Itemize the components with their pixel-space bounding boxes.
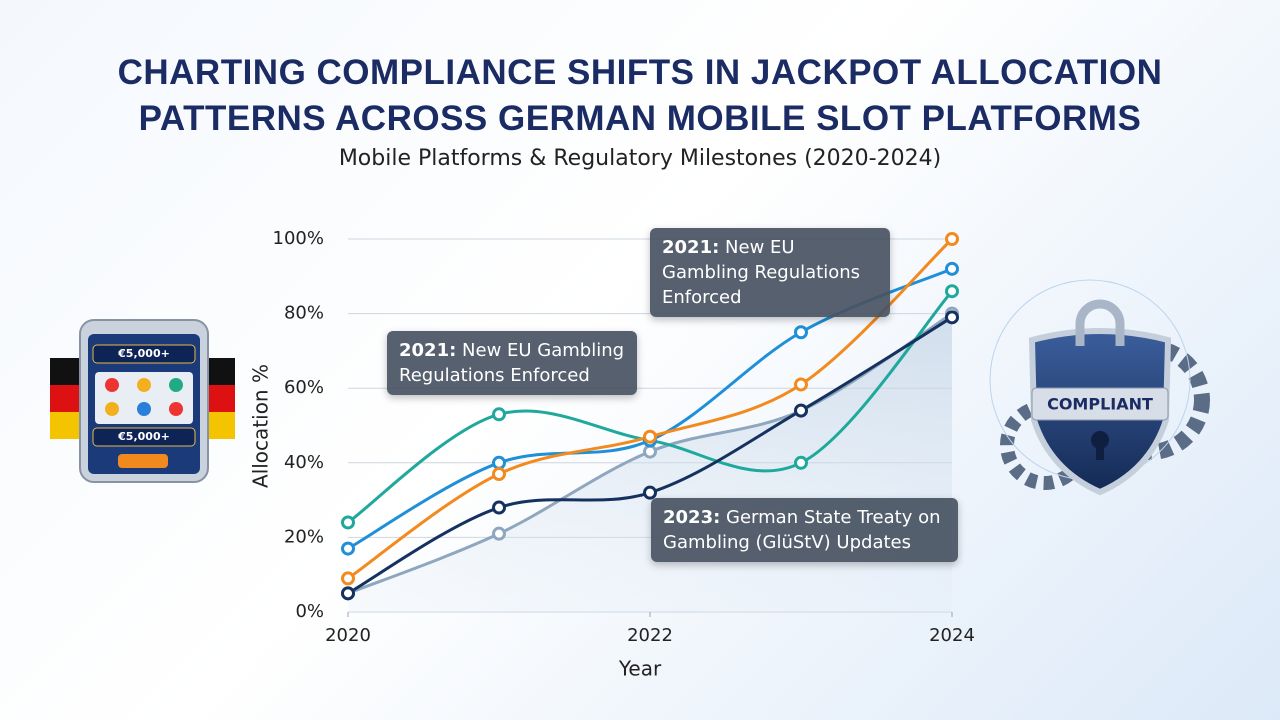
x-tick-label: 2022: [627, 625, 673, 646]
data-point: [492, 407, 506, 422]
x-tick-label: 2020: [325, 625, 371, 646]
data-point: [945, 284, 959, 299]
data-point: [794, 455, 808, 470]
y-tick-label: 40%: [284, 452, 324, 473]
y-tick-label: 80%: [284, 303, 324, 324]
data-point: [492, 466, 506, 481]
data-point: [794, 377, 808, 392]
y-tick-label: 60%: [284, 377, 324, 398]
data-point: [945, 232, 959, 246]
data-point: [492, 500, 506, 515]
data-point: [341, 541, 355, 556]
y-tick-label: 0%: [295, 601, 324, 622]
data-point: [945, 261, 959, 276]
annotation-text: German State Treaty on Gambling (GlüStV)…: [663, 507, 941, 553]
annotation: 2023: German State Treaty on Gambling (G…: [651, 498, 958, 562]
annotation-text: New EU Gambling Regulations Enforced: [399, 340, 625, 386]
x-axis-label: Year: [618, 657, 662, 681]
data-point: [945, 310, 959, 325]
y-tick-label: 20%: [284, 526, 324, 547]
data-point: [341, 586, 355, 601]
jackpot-label: €5,000+: [117, 430, 170, 443]
y-tick-label: 100%: [273, 228, 324, 249]
x-tick-label: 2024: [929, 625, 975, 646]
shield-illustration: COMPLIANT: [989, 279, 1210, 496]
y-axis-label: Allocation %: [249, 364, 273, 488]
annotation-year: 2021:: [399, 340, 457, 361]
phone-illustration: €5,000+ €5,000+: [50, 319, 235, 483]
chart-subtitle: Mobile Platforms & Regulatory Milestones…: [338, 146, 942, 171]
annotation-year: 2021:: [662, 237, 720, 258]
data-point: [492, 455, 506, 470]
chart-title: CHARTING COMPLIANCE SHIFTS IN JACKPOT AL…: [117, 53, 1163, 138]
data-point: [794, 325, 808, 340]
compliant-label: COMPLIANT: [1047, 395, 1153, 414]
data-point: [492, 526, 506, 541]
data-point: [341, 515, 355, 530]
data-point: [643, 429, 657, 444]
data-point: [643, 485, 657, 500]
annotation-text: New EU Gambling Regulations Enforced: [662, 237, 860, 308]
data-point: [643, 444, 657, 459]
jackpot-label: €5,000+: [117, 347, 170, 360]
data-point: [341, 571, 355, 586]
annotation-year: 2023:: [663, 507, 721, 528]
annotation: 2021: New EU Gambling Regulations Enforc…: [650, 228, 890, 317]
annotation: 2021: New EU Gambling Regulations Enforc…: [387, 331, 637, 395]
data-point: [794, 403, 808, 418]
